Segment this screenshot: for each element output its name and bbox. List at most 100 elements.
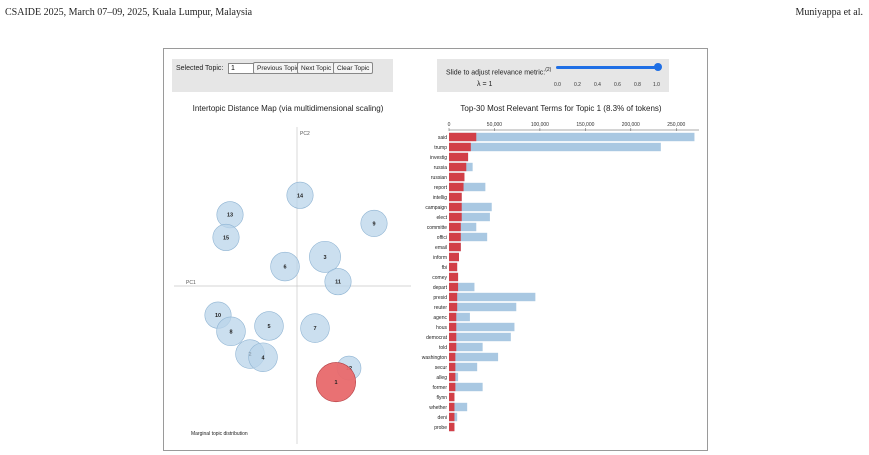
bar-estimated-term-frequency[interactable] xyxy=(449,422,455,432)
bar-estimated-term-frequency[interactable] xyxy=(449,282,459,292)
bar-estimated-term-frequency[interactable] xyxy=(449,392,455,402)
bar-estimated-term-frequency[interactable] xyxy=(449,292,458,302)
bar-overall-term-frequency[interactable] xyxy=(449,302,517,312)
bar-estimated-term-frequency[interactable] xyxy=(449,412,455,422)
term-label[interactable]: depart xyxy=(433,285,448,291)
term-label[interactable]: offici xyxy=(437,235,447,241)
next-topic-button[interactable]: Next Topic xyxy=(297,62,336,74)
bar-overall-term-frequency[interactable] xyxy=(449,342,483,352)
topic-circle-3[interactable] xyxy=(309,240,341,273)
bar-overall-term-frequency[interactable] xyxy=(449,332,511,342)
term-label[interactable]: democrat xyxy=(426,335,447,341)
bar-overall-term-frequency[interactable] xyxy=(449,322,515,332)
bar-overall-term-frequency[interactable] xyxy=(449,382,483,392)
term-label[interactable]: reuter xyxy=(434,305,447,311)
term-label[interactable]: presid xyxy=(433,295,447,301)
bar-estimated-term-frequency[interactable] xyxy=(449,182,464,192)
term-label[interactable]: russia xyxy=(434,165,448,171)
term-label[interactable]: email xyxy=(435,245,447,251)
bar-overall-term-frequency[interactable] xyxy=(449,292,536,302)
bar-overall-term-frequency[interactable] xyxy=(449,222,477,232)
bar-estimated-term-frequency[interactable] xyxy=(449,352,456,362)
term-label[interactable]: trump xyxy=(434,145,447,151)
bar-estimated-term-frequency[interactable] xyxy=(449,262,458,272)
marginal-distribution-legend-label: Marginal topic distribution xyxy=(191,431,248,437)
term-label[interactable]: former xyxy=(433,385,448,391)
bar-estimated-term-frequency[interactable] xyxy=(449,132,477,142)
bar-overall-term-frequency[interactable] xyxy=(449,232,488,242)
term-label[interactable]: alleg xyxy=(436,375,447,381)
bar-estimated-term-frequency[interactable] xyxy=(449,202,462,212)
bar-estimated-term-frequency[interactable] xyxy=(449,142,471,152)
bar-estimated-term-frequency[interactable] xyxy=(449,212,462,222)
term-label[interactable]: intellig xyxy=(433,195,447,201)
bar-estimated-term-frequency[interactable] xyxy=(449,332,457,342)
topic-circle-6[interactable] xyxy=(270,251,300,282)
topic-circle-8[interactable] xyxy=(216,316,246,347)
bar-estimated-term-frequency[interactable] xyxy=(449,322,457,332)
term-label[interactable]: hous xyxy=(436,325,447,331)
bar-estimated-term-frequency[interactable] xyxy=(449,312,457,322)
previous-topic-button[interactable]: Previous Topic xyxy=(253,62,304,74)
term-label[interactable]: flynn xyxy=(436,395,447,401)
bar-overall-term-frequency[interactable] xyxy=(449,402,468,412)
term-label[interactable]: report xyxy=(434,185,448,191)
bar-estimated-term-frequency[interactable] xyxy=(449,152,469,162)
term-label[interactable]: washington xyxy=(422,355,448,361)
bar-estimated-term-frequency[interactable] xyxy=(449,252,459,262)
term-label[interactable]: probe xyxy=(434,425,447,431)
bar-overall-term-frequency[interactable] xyxy=(449,212,490,222)
topic-circle-7[interactable] xyxy=(300,313,330,343)
bar-estimated-term-frequency[interactable] xyxy=(449,402,455,412)
topic-circle-1[interactable] xyxy=(316,362,356,403)
bar-estimated-term-frequency[interactable] xyxy=(449,342,457,352)
bar-estimated-term-frequency[interactable] xyxy=(449,232,461,242)
topic-circle-11[interactable] xyxy=(324,268,352,296)
bar-estimated-term-frequency[interactable] xyxy=(449,162,467,172)
bar-estimated-term-frequency[interactable] xyxy=(449,242,461,252)
bar-overall-term-frequency[interactable] xyxy=(449,132,695,142)
term-label[interactable]: comey xyxy=(432,275,447,281)
term-label[interactable]: inform xyxy=(433,255,447,261)
topic-circle-14[interactable] xyxy=(286,181,314,209)
topic-circle-5[interactable] xyxy=(254,311,284,341)
topic-selection-panel: Selected Topic: Previous Topic Next Topi… xyxy=(172,59,393,92)
term-label[interactable]: fbi xyxy=(442,265,447,271)
relevance-slider-track[interactable] xyxy=(556,66,658,69)
term-label[interactable]: elect xyxy=(436,215,447,221)
bar-estimated-term-frequency[interactable] xyxy=(449,382,456,392)
term-label[interactable]: whether xyxy=(429,405,447,411)
bar-overall-term-frequency[interactable] xyxy=(449,142,661,152)
term-label[interactable]: agenc xyxy=(433,315,447,321)
term-label[interactable]: told xyxy=(439,345,447,351)
bar-overall-term-frequency[interactable] xyxy=(449,282,475,292)
pc1-axis-label: PC1 xyxy=(186,280,196,286)
bar-overall-term-frequency[interactable] xyxy=(449,362,478,372)
term-label[interactable]: committe xyxy=(427,225,448,231)
topic-circle-15[interactable] xyxy=(212,223,240,251)
term-label[interactable]: secur xyxy=(435,365,448,371)
bar-overall-term-frequency[interactable] xyxy=(449,202,492,212)
topic-circle-label: 7 xyxy=(313,326,316,332)
relevance-slider-handle[interactable] xyxy=(654,63,662,71)
topic-circle-9[interactable] xyxy=(360,209,388,237)
bar-estimated-term-frequency[interactable] xyxy=(449,362,456,372)
relevant-terms-title: Top-30 Most Relevant Terms for Topic 1 (… xyxy=(460,104,662,113)
term-label[interactable]: campaign xyxy=(425,205,447,211)
bar-estimated-term-frequency[interactable] xyxy=(449,302,458,312)
bar-overall-term-frequency[interactable] xyxy=(449,182,486,192)
clear-topic-button[interactable]: Clear Topic xyxy=(333,62,374,74)
bar-estimated-term-frequency[interactable] xyxy=(449,222,461,232)
bar-overall-term-frequency[interactable] xyxy=(449,352,499,362)
topic-circle-4[interactable] xyxy=(248,342,278,372)
bar-estimated-term-frequency[interactable] xyxy=(449,272,459,282)
term-label[interactable]: deni xyxy=(438,415,447,421)
bar-estimated-term-frequency[interactable] xyxy=(449,172,465,182)
selected-topic-input[interactable] xyxy=(228,63,255,74)
bar-estimated-term-frequency[interactable] xyxy=(449,192,462,202)
term-label[interactable]: said xyxy=(438,135,447,141)
term-label[interactable]: investig xyxy=(430,155,447,161)
bar-estimated-term-frequency[interactable] xyxy=(449,372,456,382)
term-label[interactable]: russian xyxy=(431,175,447,181)
bar-overall-term-frequency[interactable] xyxy=(449,312,470,322)
